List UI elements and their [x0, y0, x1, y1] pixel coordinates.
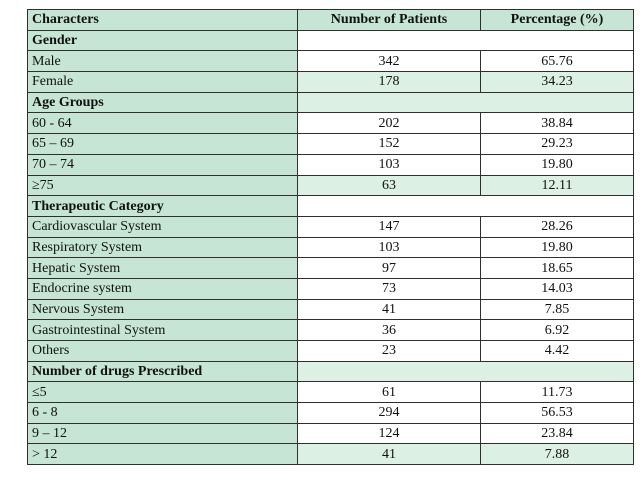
section-header-row: Age Groups: [27, 91, 634, 114]
header-row: Characters Number of Patients Percentage…: [27, 9, 634, 31]
patient-count: 152: [297, 133, 481, 155]
patient-count: 103: [297, 153, 481, 176]
patient-count: 36: [297, 319, 481, 341]
row-label: ≥75: [27, 174, 298, 197]
row-label: Cardiovascular System: [27, 215, 298, 238]
table-row: Endocrine system 73 14.03: [27, 277, 634, 300]
percentage-value: 34.23: [480, 71, 634, 93]
patient-count: 124: [297, 422, 481, 445]
percentage-value: 4.42: [480, 340, 634, 362]
row-label: > 12: [27, 443, 298, 466]
patient-count: 41: [297, 443, 481, 466]
header-number-of-patients: Number of Patients: [297, 9, 481, 31]
percentage-value: 65.76: [480, 50, 634, 73]
percentage-value: 19.80: [480, 153, 634, 176]
table-row: Hepatic System 97 18.65: [27, 257, 634, 279]
section-header-row: Number of drugs Prescribed: [27, 360, 634, 383]
row-label: Others: [27, 340, 298, 362]
table-row: Female 178 34.23: [27, 71, 634, 93]
table-row: ≤5 61 11.73: [27, 381, 634, 404]
percentage-value: 7.85: [480, 298, 634, 321]
table-row: 70 – 74 103 19.80: [27, 153, 634, 176]
header-characters: Characters: [27, 9, 298, 31]
table-row: Cardiovascular System 147 28.26: [27, 215, 634, 238]
row-label: Hepatic System: [27, 257, 298, 279]
table-row: Respiratory System 103 19.80: [27, 236, 634, 259]
row-label: Gastrointestinal System: [27, 319, 298, 341]
patient-count: 97: [297, 257, 481, 279]
patient-characteristics-table: Characters Number of Patients Percentage…: [27, 9, 634, 466]
patient-count: 41: [297, 298, 481, 321]
section-title: Age Groups: [27, 91, 298, 114]
table-row: Male 342 65.76: [27, 50, 634, 73]
section-title: Therapeutic Category: [27, 195, 298, 217]
percentage-value: 11.73: [480, 381, 634, 404]
row-label: Nervous System: [27, 298, 298, 321]
table-row: 9 – 12 124 23.84: [27, 422, 634, 445]
section-blank-cell: [297, 29, 634, 52]
row-label: 60 - 64: [27, 112, 298, 135]
section-blank-cell: [297, 91, 634, 114]
patient-count: 294: [297, 402, 481, 424]
percentage-value: 28.26: [480, 215, 634, 238]
table-body: Gender Male 342 65.76 Female 178 34.23 Age Grou…: [27, 29, 634, 466]
percentage-value: 23.84: [480, 422, 634, 445]
percentage-value: 19.80: [480, 236, 634, 259]
section-header-row: Therapeutic Category: [27, 195, 634, 217]
row-label: 6 - 8: [27, 402, 298, 424]
table-row: 65 – 69 152 29.23: [27, 133, 634, 155]
row-label: Respiratory System: [27, 236, 298, 259]
row-label: 65 – 69: [27, 133, 298, 155]
section-header-row: Gender: [27, 29, 634, 52]
percentage-value: 29.23: [480, 133, 634, 155]
row-label: 9 – 12: [27, 422, 298, 445]
row-label: Endocrine system: [27, 277, 298, 300]
section-title: Number of drugs Prescribed: [27, 360, 298, 383]
table-row: Gastrointestinal System 36 6.92: [27, 319, 634, 341]
section-blank-cell: [297, 360, 634, 383]
patient-count: 342: [297, 50, 481, 73]
percentage-value: 56.53: [480, 402, 634, 424]
patient-count: 23: [297, 340, 481, 362]
patient-count: 61: [297, 381, 481, 404]
percentage-value: 18.65: [480, 257, 634, 279]
patient-count: 103: [297, 236, 481, 259]
patient-count: 63: [297, 174, 481, 197]
table-row: > 12 41 7.88: [27, 443, 634, 466]
patient-count: 147: [297, 215, 481, 238]
table-row: ≥75 63 12.11: [27, 174, 634, 197]
section-title: Gender: [27, 29, 298, 52]
row-label: ≤5: [27, 381, 298, 404]
table-row: 6 - 8 294 56.53: [27, 402, 634, 424]
percentage-value: 6.92: [480, 319, 634, 341]
percentage-value: 12.11: [480, 174, 634, 197]
section-blank-cell: [297, 195, 634, 217]
patient-count: 178: [297, 71, 481, 93]
table-row: Nervous System 41 7.85: [27, 298, 634, 321]
table-header: Characters Number of Patients Percentage…: [27, 9, 634, 31]
table-row: Others 23 4.42: [27, 340, 634, 362]
row-label: Female: [27, 71, 298, 93]
percentage-value: 38.84: [480, 112, 634, 135]
percentage-value: 14.03: [480, 277, 634, 300]
header-percentage: Percentage (%): [480, 9, 634, 31]
row-label: 70 – 74: [27, 153, 298, 176]
row-label: Male: [27, 50, 298, 73]
percentage-value: 7.88: [480, 443, 634, 466]
table-row: 60 - 64 202 38.84: [27, 112, 634, 135]
patient-count: 202: [297, 112, 481, 135]
patient-count: 73: [297, 277, 481, 300]
